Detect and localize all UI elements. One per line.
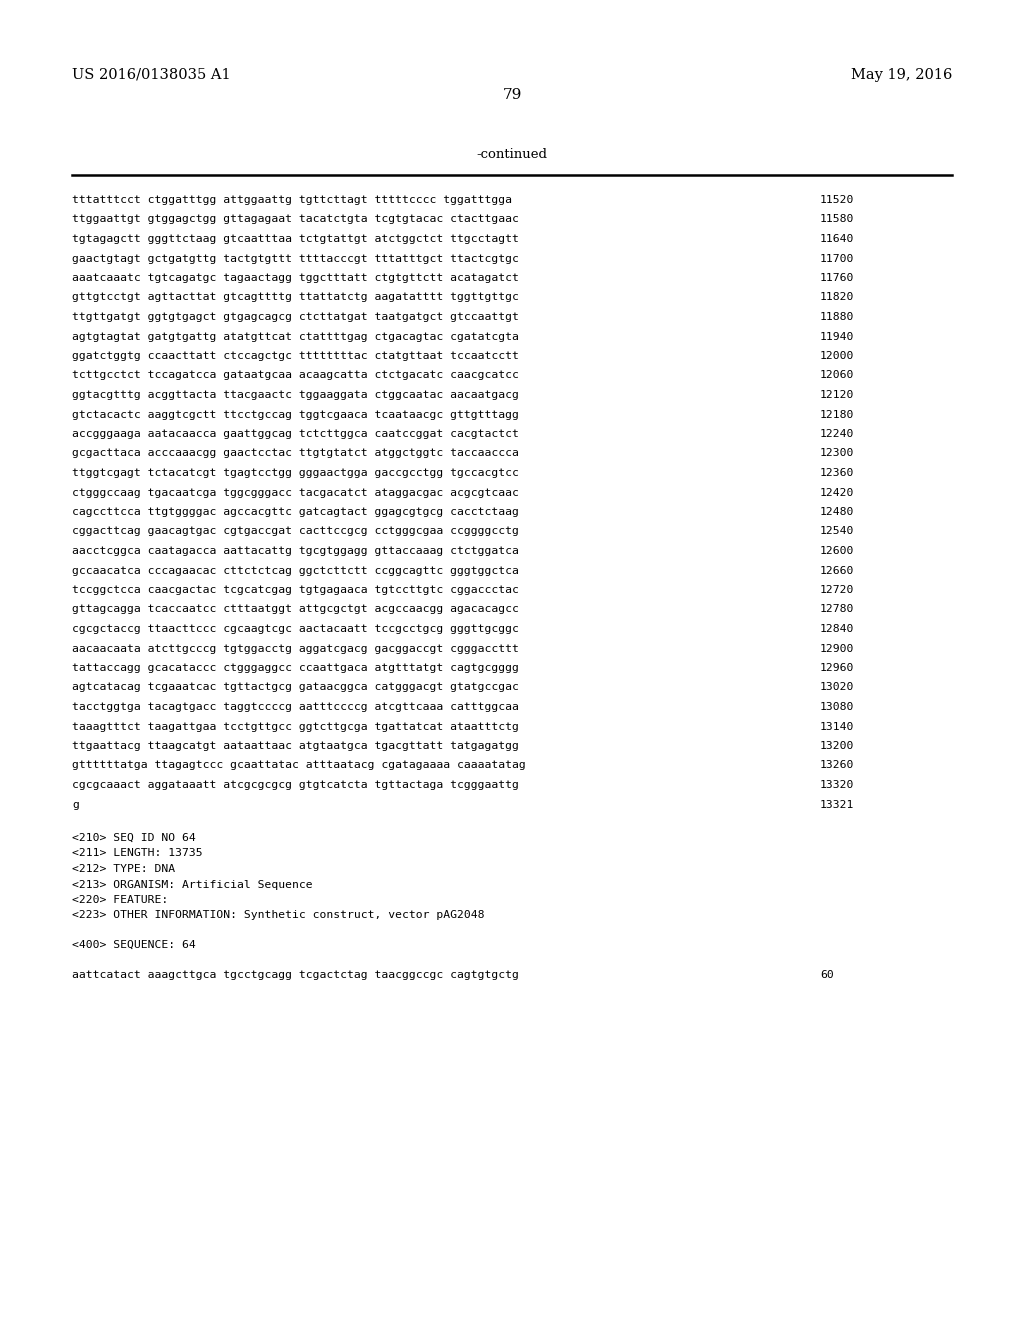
Text: 11820: 11820 [820, 293, 854, 302]
Text: 12780: 12780 [820, 605, 854, 615]
Text: aacctcggca caatagacca aattacattg tgcgtggagg gttaccaaag ctctggatca: aacctcggca caatagacca aattacattg tgcgtgg… [72, 546, 519, 556]
Text: <223> OTHER INFORMATION: Synthetic construct, vector pAG2048: <223> OTHER INFORMATION: Synthetic const… [72, 911, 484, 920]
Text: <212> TYPE: DNA: <212> TYPE: DNA [72, 865, 175, 874]
Text: 12600: 12600 [820, 546, 854, 556]
Text: 11880: 11880 [820, 312, 854, 322]
Text: 12480: 12480 [820, 507, 854, 517]
Text: g: g [72, 800, 79, 809]
Text: 12060: 12060 [820, 371, 854, 380]
Text: aaatcaaatc tgtcagatgc tagaactagg tggctttatt ctgtgttctt acatagatct: aaatcaaatc tgtcagatgc tagaactagg tggcttt… [72, 273, 519, 282]
Text: 12300: 12300 [820, 449, 854, 458]
Text: 13020: 13020 [820, 682, 854, 693]
Text: 13200: 13200 [820, 741, 854, 751]
Text: 12240: 12240 [820, 429, 854, 440]
Text: ctgggccaag tgacaatcga tggcgggacc tacgacatct ataggacgac acgcgtcaac: ctgggccaag tgacaatcga tggcgggacc tacgaca… [72, 487, 519, 498]
Text: 12720: 12720 [820, 585, 854, 595]
Text: cgcgctaccg ttaacttccc cgcaagtcgc aactacaatt tccgcctgcg gggttgcggc: cgcgctaccg ttaacttccc cgcaagtcgc aactaca… [72, 624, 519, 634]
Text: aattcatact aaagcttgca tgcctgcagg tcgactctag taacggccgc cagtgtgctg: aattcatact aaagcttgca tgcctgcagg tcgactc… [72, 969, 519, 979]
Text: US 2016/0138035 A1: US 2016/0138035 A1 [72, 69, 230, 82]
Text: 60: 60 [820, 969, 834, 979]
Text: cagccttcca ttgtggggac agccacgttc gatcagtact ggagcgtgcg cacctctaag: cagccttcca ttgtggggac agccacgttc gatcagt… [72, 507, 519, 517]
Text: gttttttatga ttagagtccc gcaattatac atttaatacg cgatagaaaa caaaatatag: gttttttatga ttagagtccc gcaattatac atttaa… [72, 760, 525, 771]
Text: tgtagagctt gggttctaag gtcaatttaa tctgtattgt atctggctct ttgcctagtt: tgtagagctt gggttctaag gtcaatttaa tctgtat… [72, 234, 519, 244]
Text: ttggaattgt gtggagctgg gttagagaat tacatctgta tcgtgtacac ctacttgaac: ttggaattgt gtggagctgg gttagagaat tacatct… [72, 214, 519, 224]
Text: 13080: 13080 [820, 702, 854, 711]
Text: ggatctggtg ccaacttatt ctccagctgc ttttttttac ctatgttaat tccaatcctt: ggatctggtg ccaacttatt ctccagctgc ttttttt… [72, 351, 519, 360]
Text: 13260: 13260 [820, 760, 854, 771]
Text: 79: 79 [503, 88, 521, 102]
Text: tacctggtga tacagtgacc taggtccccg aatttccccg atcgttcaaa catttggcaa: tacctggtga tacagtgacc taggtccccg aatttcc… [72, 702, 519, 711]
Text: 11760: 11760 [820, 273, 854, 282]
Text: 12360: 12360 [820, 469, 854, 478]
Text: <400> SEQUENCE: 64: <400> SEQUENCE: 64 [72, 940, 196, 950]
Text: <213> ORGANISM: Artificial Sequence: <213> ORGANISM: Artificial Sequence [72, 879, 312, 890]
Text: 11700: 11700 [820, 253, 854, 264]
Text: ttgaattacg ttaagcatgt aataattaac atgtaatgca tgacgttatt tatgagatgg: ttgaattacg ttaagcatgt aataattaac atgtaat… [72, 741, 519, 751]
Text: ttggtcgagt tctacatcgt tgagtcctgg gggaactgga gaccgcctgg tgccacgtcc: ttggtcgagt tctacatcgt tgagtcctgg gggaact… [72, 469, 519, 478]
Text: accgggaaga aatacaacca gaattggcag tctcttggca caatccggat cacgtactct: accgggaaga aatacaacca gaattggcag tctcttg… [72, 429, 519, 440]
Text: 12420: 12420 [820, 487, 854, 498]
Text: ggtacgtttg acggttacta ttacgaactc tggaaggata ctggcaatac aacaatgacg: ggtacgtttg acggttacta ttacgaactc tggaagg… [72, 389, 519, 400]
Text: 11940: 11940 [820, 331, 854, 342]
Text: cgcgcaaact aggataaatt atcgcgcgcg gtgtcatcta tgttactaga tcgggaattg: cgcgcaaact aggataaatt atcgcgcgcg gtgtcat… [72, 780, 519, 789]
Text: <210> SEQ ID NO 64: <210> SEQ ID NO 64 [72, 833, 196, 843]
Text: gccaacatca cccagaacac cttctctcag ggctcttctt ccggcagttc gggtggctca: gccaacatca cccagaacac cttctctcag ggctctt… [72, 565, 519, 576]
Text: 12960: 12960 [820, 663, 854, 673]
Text: tttatttcct ctggatttgg attggaattg tgttcttagt tttttcccc tggatttgga: tttatttcct ctggatttgg attggaattg tgttctt… [72, 195, 512, 205]
Text: 12540: 12540 [820, 527, 854, 536]
Text: agtgtagtat gatgtgattg atatgttcat ctattttgag ctgacagtac cgatatcgta: agtgtagtat gatgtgattg atatgttcat ctatttt… [72, 331, 519, 342]
Text: <220> FEATURE:: <220> FEATURE: [72, 895, 168, 906]
Text: 12120: 12120 [820, 389, 854, 400]
Text: 11640: 11640 [820, 234, 854, 244]
Text: ttgttgatgt ggtgtgagct gtgagcagcg ctcttatgat taatgatgct gtccaattgt: ttgttgatgt ggtgtgagct gtgagcagcg ctcttat… [72, 312, 519, 322]
Text: taaagtttct taagattgaa tcctgttgcc ggtcttgcga tgattatcat ataatttctg: taaagtttct taagattgaa tcctgttgcc ggtcttg… [72, 722, 519, 731]
Text: aacaacaata atcttgcccg tgtggacctg aggatcgacg gacggaccgt cgggaccttt: aacaacaata atcttgcccg tgtggacctg aggatcg… [72, 644, 519, 653]
Text: cggacttcag gaacagtgac cgtgaccgat cacttccgcg cctgggcgaa ccggggcctg: cggacttcag gaacagtgac cgtgaccgat cacttcc… [72, 527, 519, 536]
Text: tattaccagg gcacataccc ctgggaggcc ccaattgaca atgtttatgt cagtgcgggg: tattaccagg gcacataccc ctgggaggcc ccaattg… [72, 663, 519, 673]
Text: gttagcagga tcaccaatcc ctttaatggt attgcgctgt acgccaacgg agacacagcc: gttagcagga tcaccaatcc ctttaatggt attgcgc… [72, 605, 519, 615]
Text: tcttgcctct tccagatcca gataatgcaa acaagcatta ctctgacatc caacgcatcc: tcttgcctct tccagatcca gataatgcaa acaagca… [72, 371, 519, 380]
Text: 13320: 13320 [820, 780, 854, 789]
Text: 12000: 12000 [820, 351, 854, 360]
Text: 12840: 12840 [820, 624, 854, 634]
Text: gttgtcctgt agttacttat gtcagttttg ttattatctg aagatatttt tggttgttgc: gttgtcctgt agttacttat gtcagttttg ttattat… [72, 293, 519, 302]
Text: gtctacactc aaggtcgctt ttcctgccag tggtcgaaca tcaataacgc gttgtttagg: gtctacactc aaggtcgctt ttcctgccag tggtcga… [72, 409, 519, 420]
Text: gcgacttaca acccaaacgg gaactcctac ttgtgtatct atggctggtc taccaaccca: gcgacttaca acccaaacgg gaactcctac ttgtgta… [72, 449, 519, 458]
Text: 12180: 12180 [820, 409, 854, 420]
Text: 11580: 11580 [820, 214, 854, 224]
Text: 13140: 13140 [820, 722, 854, 731]
Text: tccggctcca caacgactac tcgcatcgag tgtgagaaca tgtccttgtc cggaccctac: tccggctcca caacgactac tcgcatcgag tgtgaga… [72, 585, 519, 595]
Text: <211> LENGTH: 13735: <211> LENGTH: 13735 [72, 849, 203, 858]
Text: 11520: 11520 [820, 195, 854, 205]
Text: 13321: 13321 [820, 800, 854, 809]
Text: 12660: 12660 [820, 565, 854, 576]
Text: agtcatacag tcgaaatcac tgttactgcg gataacggca catgggacgt gtatgccgac: agtcatacag tcgaaatcac tgttactgcg gataacg… [72, 682, 519, 693]
Text: May 19, 2016: May 19, 2016 [851, 69, 952, 82]
Text: 12900: 12900 [820, 644, 854, 653]
Text: gaactgtagt gctgatgttg tactgtgttt ttttacccgt tttatttgct ttactcgtgc: gaactgtagt gctgatgttg tactgtgttt ttttacc… [72, 253, 519, 264]
Text: -continued: -continued [476, 148, 548, 161]
